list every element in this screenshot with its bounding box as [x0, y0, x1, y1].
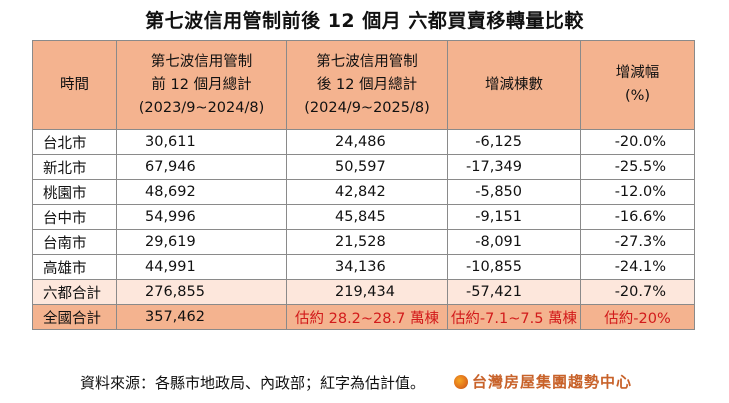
header-pct: 增減幅 (%): [580, 40, 695, 130]
after-cell: 24,486: [286, 129, 448, 155]
city-cell: 六都合計: [32, 279, 117, 305]
before-cell: 67,946: [116, 154, 287, 180]
table-row: 台中市 54,996 45,845 -9,151 -16.6%: [32, 204, 695, 230]
brand-logo: 台灣房屋集團趨勢中心: [454, 371, 632, 392]
city-cell: 桃園市: [32, 179, 117, 205]
logo-text: 台灣房屋集團趨勢中心: [472, 373, 633, 391]
header-before: 第七波信用管制 前 12 個月總計 (2023/9~2024/8): [116, 40, 287, 130]
national-row: 全國合計 357,462 估約 28.2~28.7 萬棟 估約-7.1~7.5 …: [32, 304, 695, 330]
header-after: 第七波信用管制 後 12 個月總計 (2024/9~2025/8): [286, 40, 448, 130]
table-row: 桃園市 48,692 42,842 -5,850 -12.0%: [32, 179, 695, 205]
city-cell: 全國合計: [32, 304, 117, 330]
table-row: 高雄市 44,991 34,136 -10,855 -24.1%: [32, 254, 695, 280]
after-cell: 219,434: [286, 279, 448, 305]
city-cell: 台中市: [32, 204, 117, 230]
after-cell: 45,845: [286, 204, 448, 230]
pct-cell: -12.0%: [580, 179, 695, 205]
table-row: 台南市 29,619 21,528 -8,091 -27.3%: [32, 229, 695, 255]
diff-cell: -8,091: [447, 229, 581, 255]
after-cell: 34,136: [286, 254, 448, 280]
diff-cell: -5,850: [447, 179, 581, 205]
before-cell: 30,611: [116, 129, 287, 155]
pct-cell: -20.7%: [580, 279, 695, 305]
comparison-table: 時間 第七波信用管制 前 12 個月總計 (2023/9~2024/8) 第七波…: [32, 40, 695, 330]
diff-cell: -6,125: [447, 129, 581, 155]
city-cell: 新北市: [32, 154, 117, 180]
diff-cell: -17,349: [447, 154, 581, 180]
page-title: 第七波信用管制前後 12 個月 六都買賣移轉量比較: [145, 10, 584, 32]
after-estimate-cell: 估約 28.2~28.7 萬棟: [286, 304, 448, 330]
diff-cell: -57,421: [447, 279, 581, 305]
table-row: 台北市 30,611 24,486 -6,125 -20.0%: [32, 129, 695, 155]
pct-cell: -20.0%: [580, 129, 695, 155]
before-cell: 276,855: [116, 279, 287, 305]
city-cell: 台北市: [32, 129, 117, 155]
before-cell: 29,619: [116, 229, 287, 255]
before-cell: 44,991: [116, 254, 287, 280]
before-cell: 48,692: [116, 179, 287, 205]
after-cell: 50,597: [286, 154, 448, 180]
pct-cell: -25.5%: [580, 154, 695, 180]
after-cell: 21,528: [286, 229, 448, 255]
table-header-row: 時間 第七波信用管制 前 12 個月總計 (2023/9~2024/8) 第七波…: [32, 40, 695, 130]
pct-estimate-cell: 估約-20%: [580, 304, 695, 330]
pct-cell: -24.1%: [580, 254, 695, 280]
diff-cell: -9,151: [447, 204, 581, 230]
summary-row: 六都合計 276,855 219,434 -57,421 -20.7%: [32, 279, 695, 305]
before-cell: 357,462: [116, 304, 287, 330]
header-time: 時間: [32, 40, 117, 130]
pct-cell: -27.3%: [580, 229, 695, 255]
city-cell: 高雄市: [32, 254, 117, 280]
before-cell: 54,996: [116, 204, 287, 230]
diff-cell: -10,855: [447, 254, 581, 280]
header-diff: 增減棟數: [447, 40, 581, 130]
pct-cell: -16.6%: [580, 204, 695, 230]
source-note: 資料來源：各縣市地政局、內政部；紅字為估計值。: [80, 374, 426, 392]
city-cell: 台南市: [32, 229, 117, 255]
after-cell: 42,842: [286, 179, 448, 205]
table-row: 新北市 67,946 50,597 -17,349 -25.5%: [32, 154, 695, 180]
diff-estimate-cell: 估約-7.1~7.5 萬棟: [447, 304, 581, 330]
logo-icon: [454, 374, 468, 389]
